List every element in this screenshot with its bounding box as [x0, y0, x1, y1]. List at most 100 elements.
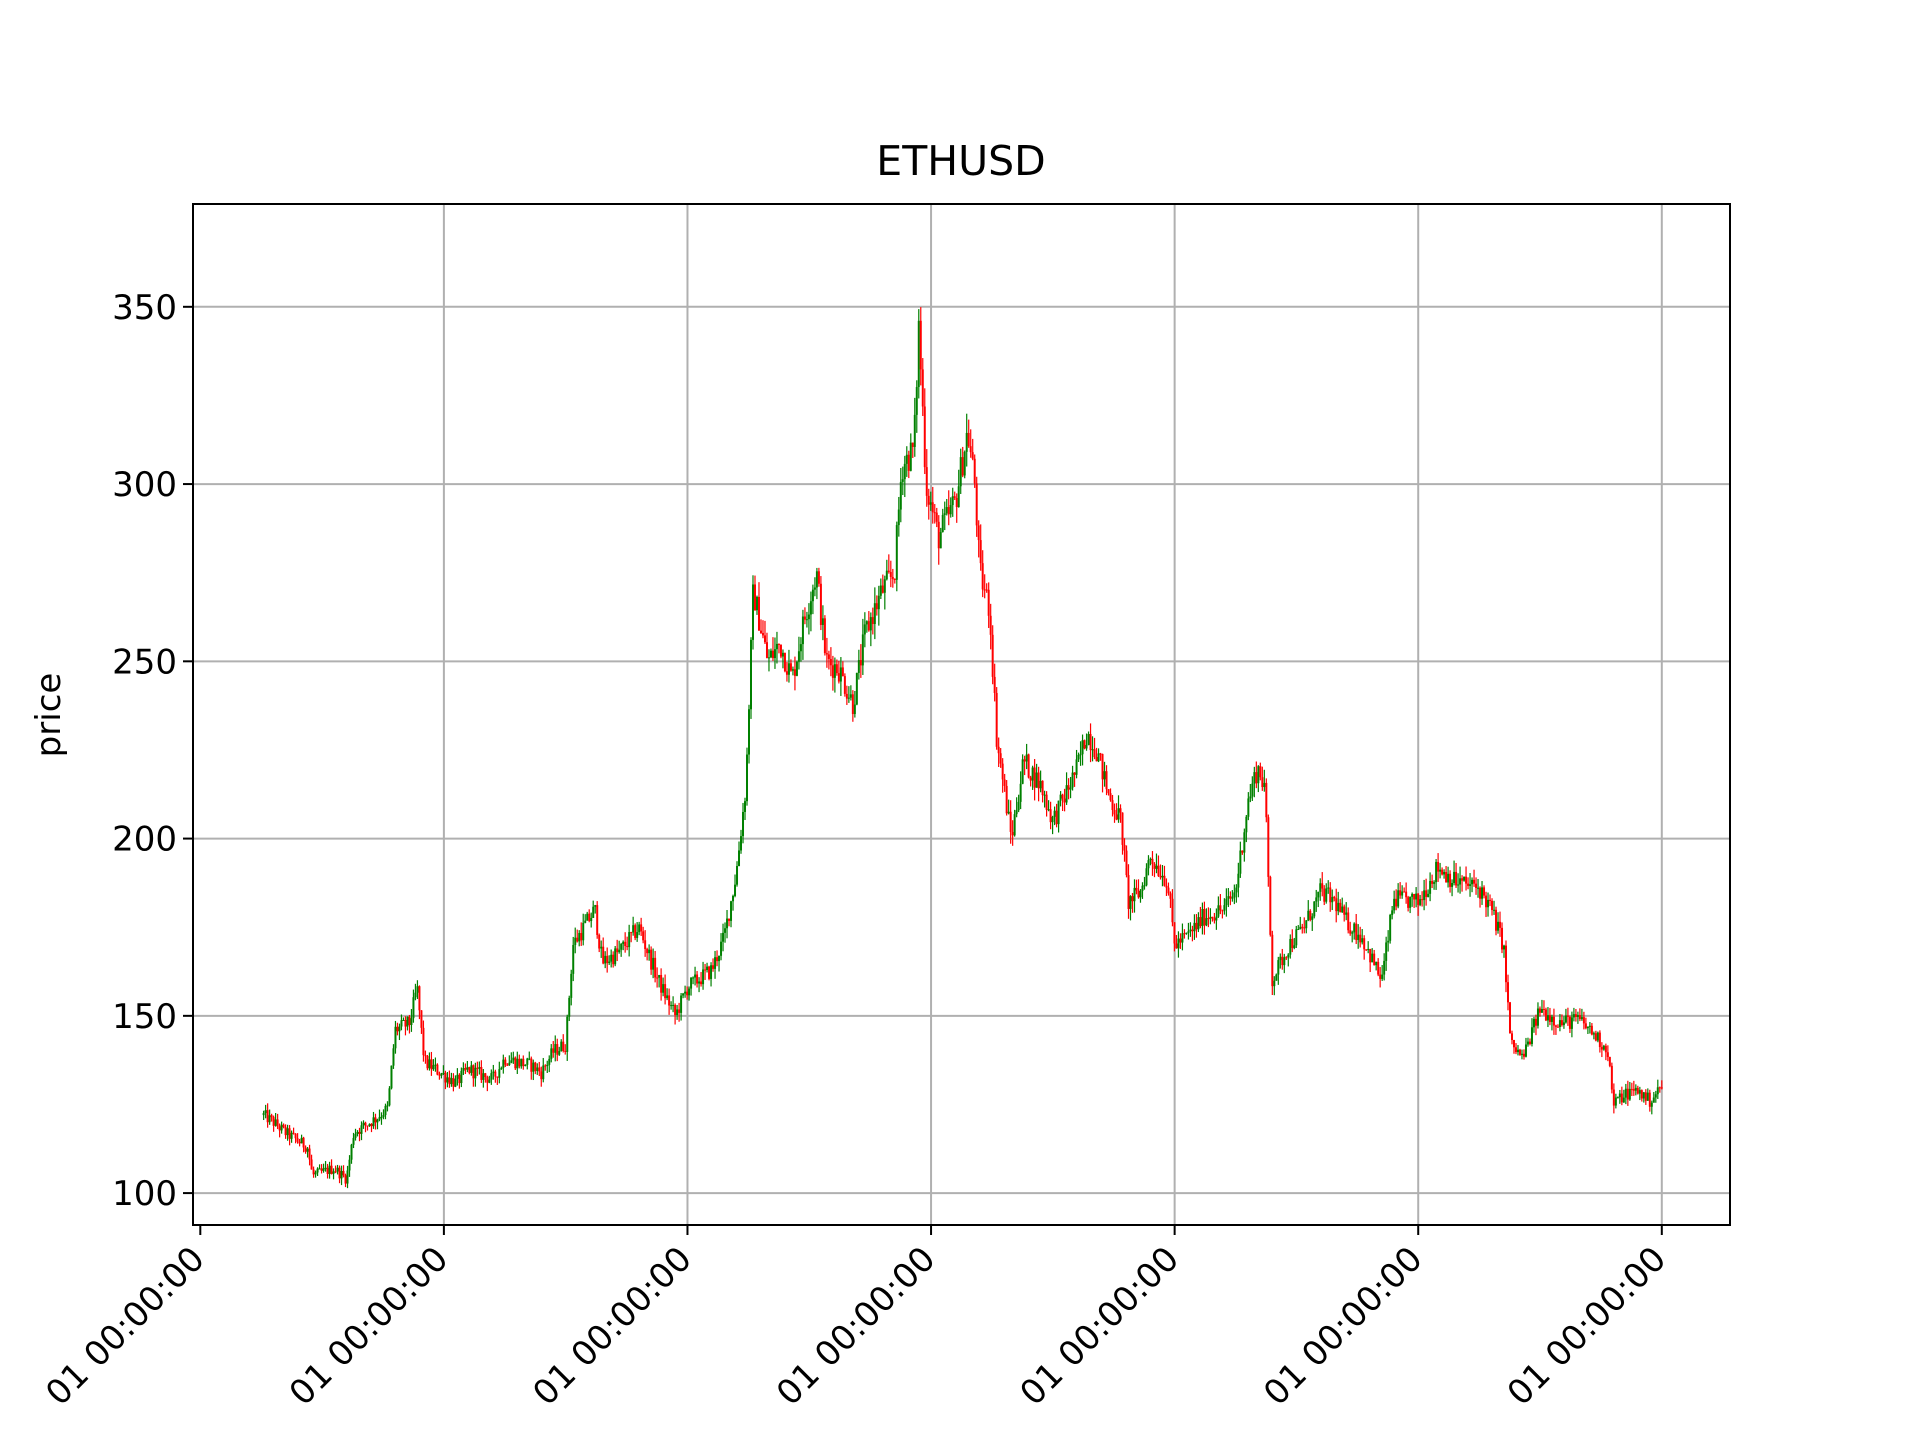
y-tick-label: 250: [112, 642, 177, 682]
candle-body: [644, 940, 647, 950]
candle-body: [576, 937, 579, 942]
candle-body: [1317, 891, 1320, 898]
candle-body: [428, 1059, 431, 1069]
candle-body: [921, 369, 924, 407]
y-tick-label: 350: [112, 288, 177, 328]
candle-body: [272, 1117, 275, 1126]
candle-body: [991, 634, 994, 677]
candle-body: [1377, 961, 1380, 975]
candle-body: [338, 1167, 341, 1179]
candle-body: [1095, 757, 1098, 762]
candle-body: [714, 957, 717, 969]
candle-body: [1592, 1033, 1595, 1035]
candle-body: [496, 1076, 499, 1078]
candle-body: [1171, 898, 1174, 923]
candle-body: [1015, 810, 1018, 815]
candle-body: [1103, 771, 1106, 780]
y-axis-label: price: [29, 673, 69, 758]
candle-body: [426, 1056, 429, 1069]
candle-body: [522, 1058, 525, 1067]
candle-body: [1540, 1009, 1543, 1013]
candle-body: [1493, 909, 1496, 911]
candle-body: [1437, 861, 1440, 872]
candle-body: [1121, 812, 1124, 845]
candle-body: [1594, 1033, 1597, 1041]
candle-body: [282, 1124, 285, 1128]
candle-body: [1528, 1041, 1531, 1044]
candle-body: [1636, 1087, 1639, 1094]
candle-body: [1510, 1033, 1513, 1040]
candle-body: [1049, 809, 1052, 823]
candle-body: [1355, 923, 1358, 941]
candle-body: [833, 664, 836, 678]
candle-body: [1055, 810, 1058, 825]
candle-body: [384, 1105, 387, 1116]
candle-body: [336, 1167, 339, 1172]
candle-body: [971, 452, 974, 459]
candle-body: [556, 1044, 559, 1055]
candle-body: [1029, 777, 1032, 781]
candle-body: [1574, 1014, 1577, 1017]
candle-body: [1497, 921, 1500, 931]
candle-body: [1281, 956, 1284, 966]
candle-body: [630, 932, 633, 934]
candle-body: [1117, 808, 1120, 820]
candle-body: [1465, 876, 1468, 884]
candle-body: [987, 589, 990, 616]
gridlines: [193, 204, 1730, 1225]
candle-body: [1443, 871, 1446, 875]
y-tick-label: 100: [112, 1174, 177, 1214]
candle-body: [1349, 930, 1352, 934]
candle-body: [1007, 811, 1010, 814]
candle-body: [710, 965, 713, 979]
candle-body: [1051, 816, 1054, 823]
candle-body: [418, 986, 421, 1011]
candle-body: [532, 1062, 535, 1072]
candle-body: [712, 965, 715, 969]
candle-body: [1542, 1009, 1545, 1011]
candle-body: [967, 432, 970, 447]
candle-body: [520, 1058, 523, 1067]
candle-body: [835, 664, 838, 674]
candle-body: [803, 616, 806, 620]
candle-body: [1423, 890, 1426, 901]
candle-body: [747, 709, 750, 755]
candle-body: [504, 1059, 507, 1065]
candle-body: [1582, 1017, 1585, 1024]
candle-body: [1405, 891, 1408, 898]
candle-body: [1119, 808, 1122, 813]
candle-body: [807, 614, 810, 620]
candle-body: [1590, 1025, 1593, 1035]
candle-body: [1536, 1008, 1539, 1026]
candle-body: [843, 676, 846, 694]
candle-body: [1520, 1053, 1523, 1055]
candle-body: [901, 479, 904, 482]
candle-body: [538, 1067, 541, 1072]
candle-body: [1564, 1015, 1567, 1023]
candle-body: [1231, 897, 1234, 899]
candle-body: [372, 1117, 375, 1127]
candle-body: [322, 1168, 325, 1171]
candle-body: [865, 621, 868, 625]
candle-body: [1325, 888, 1328, 902]
candle-body: [660, 975, 663, 993]
candle-body: [730, 901, 733, 921]
candle-body: [524, 1064, 527, 1067]
candle-body: [1283, 957, 1286, 966]
candle-body: [684, 991, 687, 994]
candle-body: [757, 596, 760, 631]
candle-body: [364, 1122, 367, 1126]
candle-body: [765, 642, 768, 658]
candle-body: [590, 917, 593, 922]
candle-body: [1187, 931, 1190, 933]
candle-body: [1552, 1016, 1555, 1026]
candle-body: [318, 1168, 321, 1170]
candle-body: [352, 1137, 355, 1145]
candle-body: [1073, 772, 1076, 775]
candle-body: [1626, 1088, 1629, 1100]
candle-body: [744, 801, 747, 812]
y-axis: 100 150 200 250 300 350: [112, 288, 193, 1214]
candle-body: [316, 1168, 319, 1173]
candle-body: [963, 451, 966, 476]
candle-body: [592, 906, 595, 918]
